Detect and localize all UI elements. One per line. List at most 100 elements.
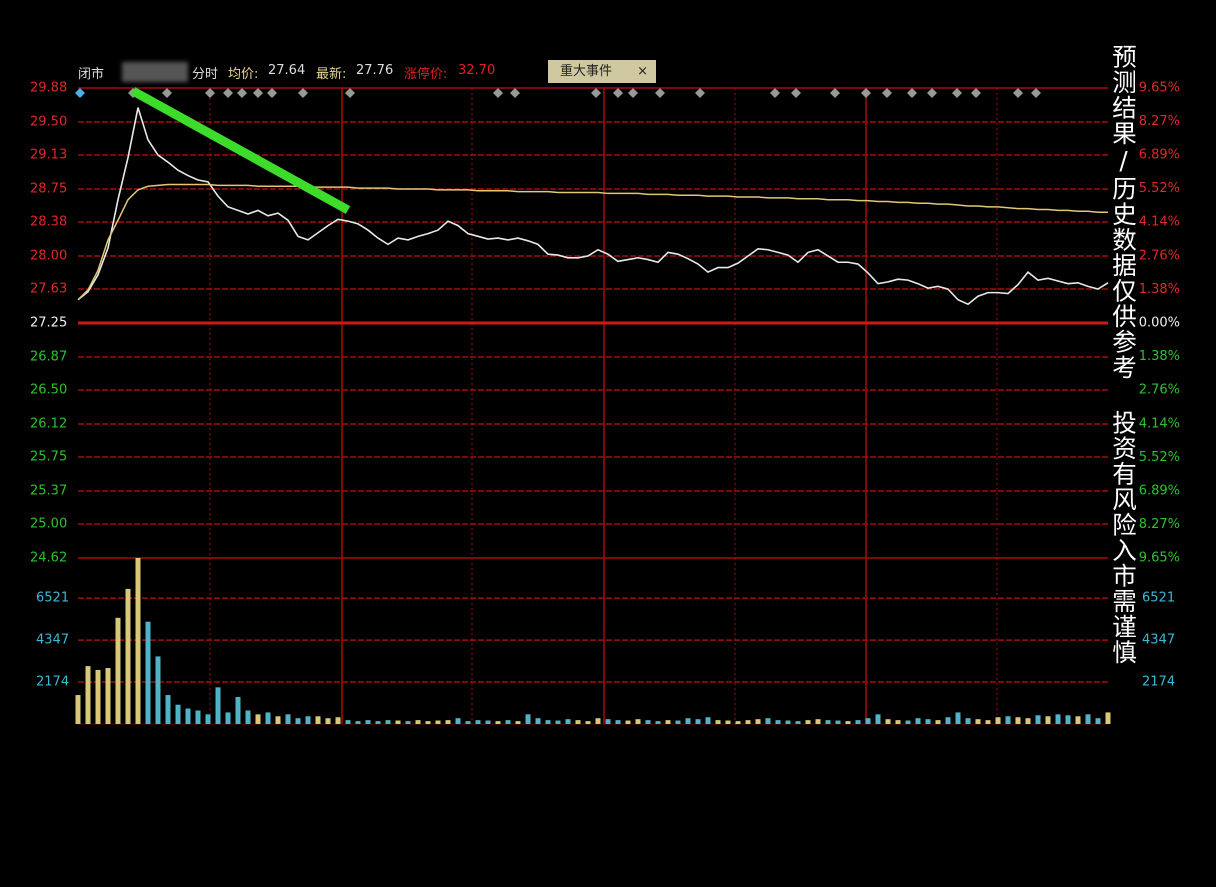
- volume-bar: [585, 721, 591, 724]
- volume-bar: [265, 712, 271, 724]
- y2-tick-label: 4.14%: [1139, 215, 1180, 230]
- volume-bar: [405, 721, 411, 724]
- y-tick-label: 29.50: [30, 114, 67, 129]
- y2-tick-label: 8.27%: [1139, 114, 1180, 129]
- volume-bar: [905, 720, 911, 724]
- volume-bar: [605, 719, 611, 724]
- volume-bar: [295, 718, 301, 724]
- y2-tick-label: 0.00%: [1139, 316, 1180, 331]
- volume-bar: [835, 720, 841, 724]
- y2-tick-label: 2.76%: [1139, 383, 1180, 398]
- volume-bar: [145, 621, 151, 724]
- volume-bar: [735, 721, 741, 724]
- price-line: [77, 107, 1109, 306]
- volume-bar: [575, 720, 581, 724]
- event-marker: [237, 88, 247, 98]
- volume-bar: [215, 687, 221, 724]
- volume-bar: [635, 719, 641, 724]
- volume-bar: [615, 720, 621, 724]
- volume-bar: [175, 704, 181, 724]
- volume-bar: [565, 719, 571, 724]
- event-marker: [861, 88, 871, 98]
- volume-bar: [915, 718, 921, 724]
- event-marker: [493, 88, 503, 98]
- event-button[interactable]: 重大事件 ×: [548, 60, 656, 83]
- volume-bar: [335, 717, 341, 724]
- disclaimer: 预测结果/历史数据仅供参考 投资有风险入市需谨慎: [1109, 44, 1138, 665]
- close-icon[interactable]: ×: [637, 64, 648, 79]
- y-tick-label: 26.50: [30, 383, 67, 398]
- volume-bar: [185, 708, 191, 724]
- y-tick-label: 4347: [36, 633, 69, 648]
- event-marker: [267, 88, 277, 98]
- volume-bar: [885, 719, 891, 724]
- volume-bar: [935, 720, 941, 724]
- event-marker: [613, 88, 623, 98]
- volume-bar: [285, 714, 291, 724]
- volume-bar: [245, 710, 251, 724]
- event-label: 重大事件: [560, 64, 613, 79]
- volume-bar: [525, 714, 531, 724]
- volume-bar: [305, 716, 311, 724]
- volume-bar: [235, 696, 241, 724]
- event-marker: [1013, 88, 1023, 98]
- volume-bar: [445, 720, 451, 724]
- y-tick-label: 27.25: [30, 316, 67, 331]
- volume-bar: [425, 721, 431, 724]
- volume-bar: [875, 714, 881, 724]
- y2-tick-label: 1.38%: [1139, 349, 1180, 364]
- event-marker: [591, 88, 601, 98]
- volume-bar: [675, 720, 681, 724]
- volume-bar: [1055, 714, 1061, 724]
- y-tick-label: 24.62: [30, 551, 67, 566]
- volume-bar: [805, 720, 811, 724]
- event-marker: [628, 88, 638, 98]
- volume-bar: [785, 720, 791, 724]
- volume-bar: [665, 720, 671, 724]
- y-tick-label: 25.37: [30, 483, 67, 498]
- volume-bar: [165, 695, 171, 724]
- event-marker: [695, 88, 705, 98]
- event-marker: [952, 88, 962, 98]
- y-tick-label: 29.13: [30, 148, 67, 163]
- volume-bar: [765, 718, 771, 724]
- average-line: [77, 183, 1108, 301]
- volume-bar: [545, 720, 551, 724]
- volume-bar: [995, 717, 1001, 724]
- event-marker: [1031, 88, 1041, 98]
- volume-bar: [365, 720, 371, 724]
- volume-bar: [505, 720, 511, 724]
- y-tick-label: 28.00: [30, 248, 67, 263]
- y-tick-label: 25.00: [30, 517, 67, 532]
- volume-bar: [465, 721, 471, 724]
- volume-bar: [205, 714, 211, 724]
- volume-bar: [755, 719, 761, 724]
- event-marker: [882, 88, 892, 98]
- volume-bar: [315, 716, 321, 724]
- y2-tick-label: 8.27%: [1139, 517, 1180, 532]
- volume-bar: [655, 721, 661, 724]
- y-tick-label: 26.87: [30, 349, 67, 364]
- y2-tick-label: 4.14%: [1139, 416, 1180, 431]
- volume-bar: [975, 719, 981, 724]
- event-marker: [927, 88, 937, 98]
- y-tick-label: 28.38: [30, 215, 67, 230]
- volume-bar: [745, 720, 751, 724]
- volume-bar: [945, 717, 951, 724]
- volume-bar: [775, 720, 781, 724]
- y2-tick-label: 4347: [1142, 633, 1175, 648]
- event-marker: [830, 88, 840, 98]
- status: 闭市: [78, 67, 105, 82]
- mode: 分时: [192, 67, 219, 82]
- volume-bar: [1085, 714, 1091, 724]
- volume-bar: [1045, 716, 1051, 724]
- volume-bar: [795, 721, 801, 724]
- volume-bar: [1105, 712, 1111, 724]
- volume-bar: [125, 588, 131, 724]
- y2-tick-label: 1.38%: [1139, 282, 1180, 297]
- volume-bar: [1065, 715, 1071, 724]
- event-marker: [205, 88, 215, 98]
- blurred-name: [122, 62, 188, 82]
